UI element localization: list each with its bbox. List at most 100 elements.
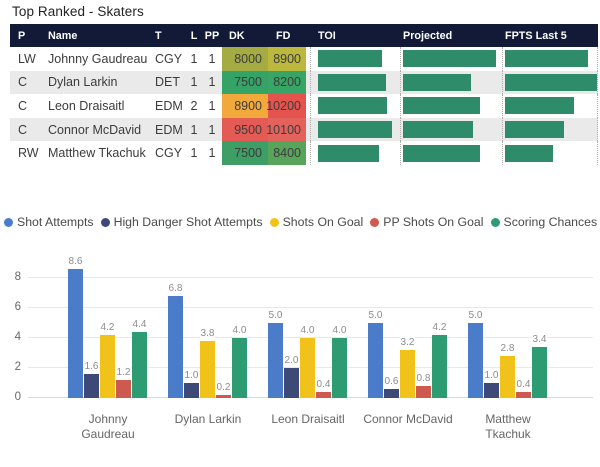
fpts-data-bar[interactable] [505,121,564,139]
toi-data-bar[interactable] [318,50,382,68]
legend-label: Shot Attempts [17,215,94,229]
page-title: Top Ranked - Skaters [12,4,144,19]
chart-bar-scoring-chances[interactable] [532,347,547,398]
legend-label: Shots On Goal [282,215,364,229]
cell-fd-salary: 8400 [268,141,310,165]
chart-bar-scoring-chances[interactable] [332,338,347,398]
legend-color-dot-icon [4,217,13,227]
toi-data-bar[interactable] [318,73,386,91]
cell-pp-unit: 1 [208,122,216,137]
chart-bar-high-danger-shot-attempts[interactable] [384,389,399,398]
cell-toi-data-bar [310,117,400,142]
chart-bar-pp-shots-on-goal[interactable] [216,395,231,398]
column-header-p[interactable]: P [18,29,26,42]
chart-bar-scoring-chances[interactable] [232,338,247,398]
table-row[interactable]: LW Johnny Gaudreau CGY 1 1 8000 8900 [10,47,598,71]
chart-bar-shots-on-goal[interactable] [200,341,215,398]
cell-dk-salary: 9500 [222,117,268,142]
chart-bar-shots-on-goal[interactable] [400,350,415,398]
column-header-projected[interactable]: Projected [403,29,453,42]
column-header-dk[interactable]: DK [229,29,245,42]
projected-data-bar[interactable] [403,50,496,68]
cell-dk-salary: 8900 [222,94,268,118]
bar-value-label: 1.0 [483,370,500,381]
toi-data-bar[interactable] [318,97,387,115]
column-header-fpts-last-5[interactable]: FPTS Last 5 [505,29,567,42]
x-axis-label-matthew-tkachuk: Matthew Tkachuk [485,412,531,441]
cell-fpts-data-bar [502,141,598,165]
projected-data-bar[interactable] [403,73,471,91]
bar-value-label: 3.8 [199,328,216,339]
toi-data-bar[interactable] [318,121,392,139]
projected-data-bar[interactable] [403,97,480,115]
x-axis-label-dylan-larkin: Dylan Larkin [174,412,242,426]
fpts-data-bar[interactable] [505,144,553,162]
fpts-data-bar[interactable] [505,50,588,68]
fpts-data-bar[interactable] [505,97,574,115]
bar-value-label: 2.8 [499,343,516,354]
cell-line: 1 [190,146,198,161]
skaters-bar-chart: 8.6 1.6 4.2 1.2 4.4 6.8 1.0 3.8 0.2 4.0 5.0 2.0 4.0 0… [0,240,600,467]
chart-bar-shot-attempts[interactable] [468,323,483,398]
cell-position: C [18,122,28,137]
table-row[interactable]: C Leon Draisaitl EDM 2 1 8900 10200 [10,94,598,118]
chart-bar-shot-attempts[interactable] [268,323,283,398]
chart-bar-high-danger-shot-attempts[interactable] [284,368,299,398]
fpts-data-bar[interactable] [505,73,597,91]
column-header-l[interactable]: L [190,29,198,42]
chart-bar-shot-attempts[interactable] [68,269,83,398]
column-header-toi[interactable]: TOI [318,29,336,42]
cell-line: 1 [190,122,198,137]
chart-bar-high-danger-shot-attempts[interactable] [484,383,499,398]
cell-player-name: Dylan Larkin [48,75,118,90]
chart-bar-pp-shots-on-goal[interactable] [516,392,531,398]
cell-fpts-data-bar [502,94,598,118]
chart-bar-shot-attempts[interactable] [368,323,383,398]
legend-item-scoring-chances[interactable]: Scoring Chances [490,215,597,229]
bar-value-label: 4.4 [131,319,148,330]
bar-value-label: 0.4 [515,379,532,390]
chart-bar-pp-shots-on-goal[interactable] [316,392,331,398]
chart-bar-scoring-chances[interactable] [132,332,147,398]
cell-fpts-data-bar [502,117,598,142]
column-header-t[interactable]: T [155,29,162,42]
cell-line: 1 [190,75,198,90]
bar-value-label: 1.2 [115,367,132,378]
toi-data-bar[interactable] [318,144,379,162]
bar-value-label: 0.4 [315,379,332,390]
chart-bar-scoring-chances[interactable] [432,335,447,398]
chart-bar-pp-shots-on-goal[interactable] [416,386,431,398]
legend-item-high-danger-shot-attempts[interactable]: High Danger Shot Attempts [100,215,263,229]
projected-data-bar[interactable] [403,144,480,162]
bar-value-label: 1.0 [183,370,200,381]
chart-bar-high-danger-shot-attempts[interactable] [84,374,99,398]
chart-plot-area: 8.6 1.6 4.2 1.2 4.4 6.8 1.0 3.8 0.2 4.0 5.0 2.0 4.0 0… [28,248,593,398]
bar-value-label: 4.2 [99,322,116,333]
legend-item-shot-attempts[interactable]: Shot Attempts [4,215,94,229]
table-row[interactable]: C Dylan Larkin DET 1 1 7500 8200 [10,70,598,95]
column-header-fd[interactable]: FD [276,29,291,42]
x-axis-label-leon-draisaitl: Leon Draisaitl [271,412,345,426]
column-header-name[interactable]: Name [48,29,78,42]
chart-bar-pp-shots-on-goal[interactable] [116,380,131,398]
table-row[interactable]: C Connor McDavid EDM 1 1 9500 10100 [10,117,598,142]
cell-player-name: Matthew Tkachuk [48,146,146,161]
chart-bar-shots-on-goal[interactable] [100,335,115,398]
bar-value-label: 5.0 [467,310,484,321]
legend-item-pp-shots-on-goal[interactable]: PP Shots On Goal [370,215,484,229]
cell-toi-data-bar [310,94,400,118]
legend-item-shots-on-goal[interactable]: Shots On Goal [269,215,364,229]
chart-bar-shot-attempts[interactable] [168,296,183,398]
projected-data-bar[interactable] [403,121,473,139]
cell-dk-salary: 7500 [222,141,268,165]
x-axis-label-johnny-gaudreau: Johnny Gaudreau [81,412,135,441]
bar-value-label: 0.8 [415,373,432,384]
cell-projected-data-bar [400,70,502,95]
chart-bar-shots-on-goal[interactable] [300,338,315,398]
cell-dk-salary: 8000 [222,47,268,71]
chart-bar-shots-on-goal[interactable] [500,356,515,398]
table-row[interactable]: RW Matthew Tkachuk CGY 1 1 7500 8400 [10,141,598,165]
chart-bar-high-danger-shot-attempts[interactable] [184,383,199,398]
column-header-pp[interactable]: PP [204,29,220,42]
cell-position: LW [18,51,36,66]
